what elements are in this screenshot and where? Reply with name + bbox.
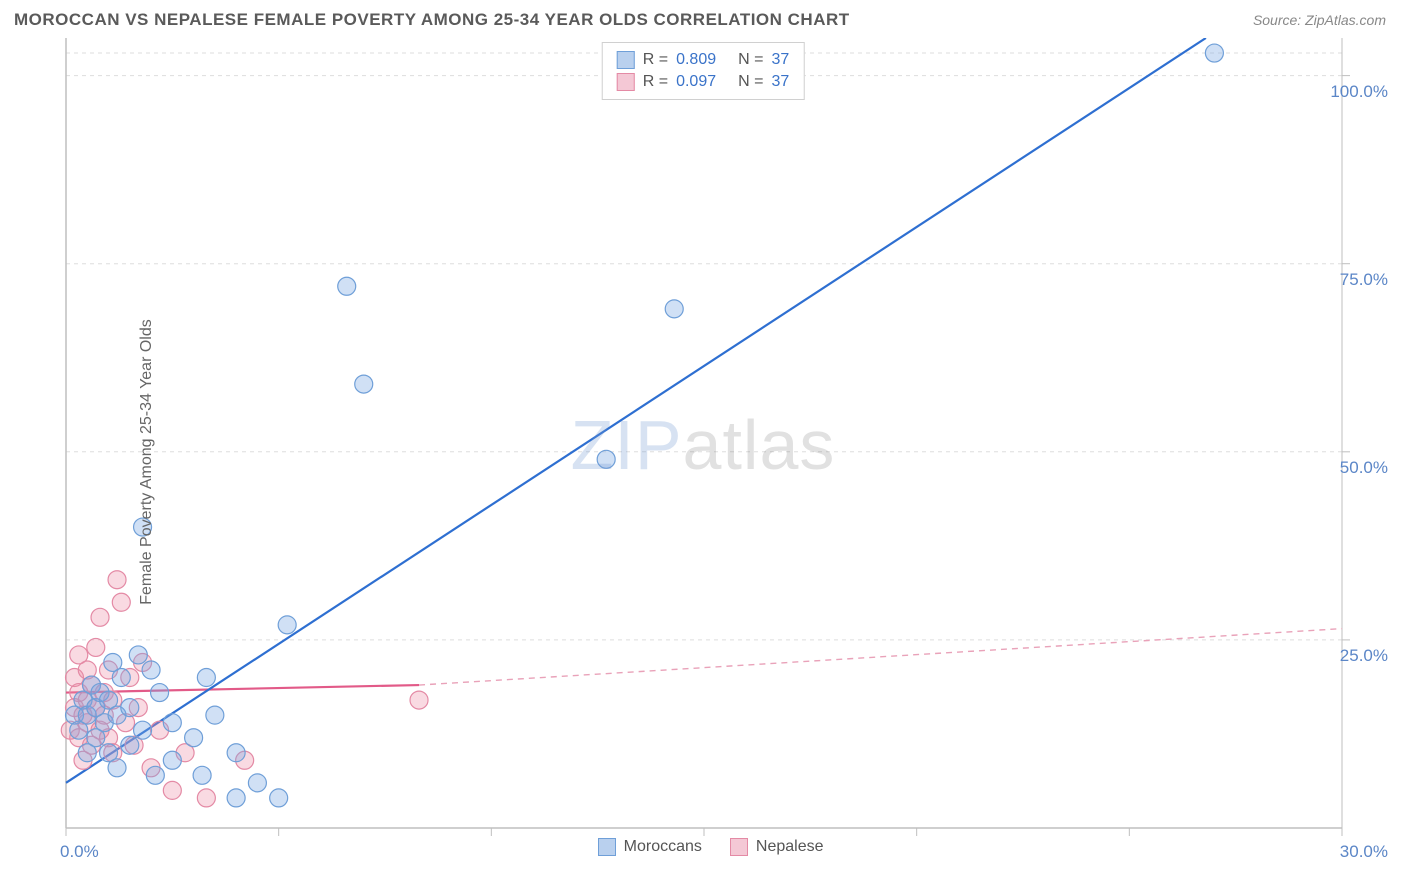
- data-point: [163, 751, 181, 769]
- legend-n-label: N =: [738, 51, 763, 69]
- series-legend-item: Moroccans: [598, 838, 702, 856]
- legend-swatch: [617, 51, 635, 69]
- legend-r-value: 0.097: [676, 73, 716, 91]
- data-point: [87, 638, 105, 656]
- chart-area: Female Poverty Among 25-34 Year Olds ZIP…: [14, 38, 1392, 886]
- legend-swatch: [617, 73, 635, 91]
- chart-header: MOROCCAN VS NEPALESE FEMALE POVERTY AMON…: [0, 0, 1406, 38]
- legend-row: R = 0.097 N = 37: [617, 71, 790, 93]
- legend-n-value: 37: [771, 73, 789, 91]
- data-point: [146, 766, 164, 784]
- legend-n-value: 37: [771, 51, 789, 69]
- data-point: [129, 646, 147, 664]
- data-point: [142, 661, 160, 679]
- data-point: [134, 721, 152, 739]
- legend-r-label: R =: [643, 73, 668, 91]
- data-point: [1205, 44, 1223, 62]
- data-point: [108, 571, 126, 589]
- data-point: [278, 616, 296, 634]
- data-point: [185, 729, 203, 747]
- data-point: [270, 789, 288, 807]
- chart-source: Source: ZipAtlas.com: [1253, 12, 1386, 28]
- data-point: [355, 375, 373, 393]
- y-axis-label: Female Poverty Among 25-34 Year Olds: [138, 319, 156, 605]
- data-point: [121, 736, 139, 754]
- series-legend: Moroccans Nepalese: [598, 838, 824, 856]
- data-point: [338, 277, 356, 295]
- series-legend-label: Moroccans: [624, 838, 702, 856]
- data-point: [112, 593, 130, 611]
- trendline-moroccans: [66, 38, 1206, 783]
- series-legend-item: Nepalese: [730, 838, 824, 856]
- series-legend-label: Nepalese: [756, 838, 824, 856]
- legend-r-label: R =: [643, 51, 668, 69]
- data-point: [151, 684, 169, 702]
- y-tick-label: 50.0%: [1340, 458, 1388, 478]
- legend-r-value: 0.809: [676, 51, 716, 69]
- y-tick-label: 100.0%: [1330, 82, 1388, 102]
- chart-title: MOROCCAN VS NEPALESE FEMALE POVERTY AMON…: [14, 10, 850, 30]
- legend-swatch: [598, 838, 616, 856]
- data-point: [121, 699, 139, 717]
- y-tick-label: 25.0%: [1340, 646, 1388, 666]
- data-point: [206, 706, 224, 724]
- trendline-nepalese-extrapolated: [419, 629, 1342, 685]
- data-point: [197, 789, 215, 807]
- y-tick-label: 75.0%: [1340, 270, 1388, 290]
- legend-n-label: N =: [738, 73, 763, 91]
- data-point: [227, 744, 245, 762]
- x-tick-label: 30.0%: [1340, 842, 1388, 862]
- data-point: [112, 669, 130, 687]
- legend-row: R = 0.809 N = 37: [617, 49, 790, 71]
- data-point: [197, 669, 215, 687]
- data-point: [597, 450, 615, 468]
- data-point: [108, 759, 126, 777]
- data-point: [410, 691, 428, 709]
- data-point: [227, 789, 245, 807]
- data-point: [193, 766, 211, 784]
- scatter-plot: [14, 38, 1392, 886]
- data-point: [665, 300, 683, 318]
- legend-swatch: [730, 838, 748, 856]
- data-point: [163, 781, 181, 799]
- x-tick-label: 0.0%: [60, 842, 99, 862]
- data-point: [91, 608, 109, 626]
- correlation-legend: R = 0.809 N = 37 R = 0.097 N = 37: [602, 42, 805, 100]
- data-point: [163, 714, 181, 732]
- data-point: [248, 774, 266, 792]
